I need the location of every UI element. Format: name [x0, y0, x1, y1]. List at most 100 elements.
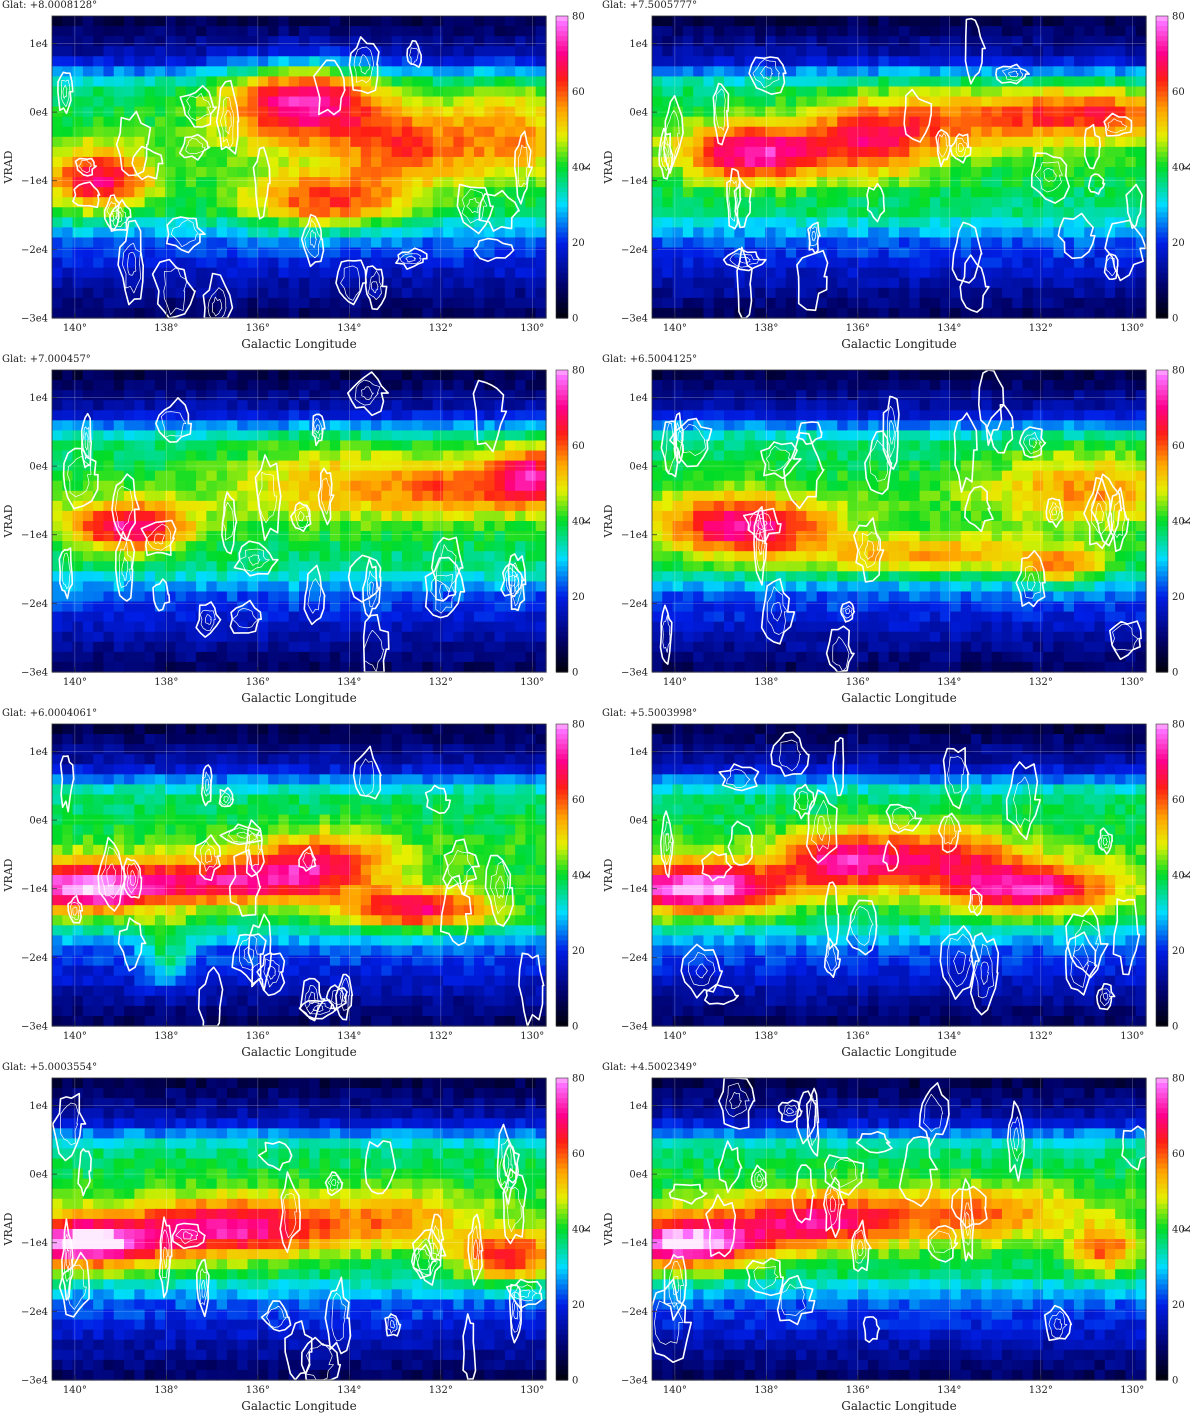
heatmap-cell: [1074, 167, 1085, 178]
heatmap-cell: [350, 491, 361, 502]
heatmap-cell: [776, 298, 787, 309]
heatmap-cell: [320, 76, 331, 87]
heatmap-cell: [505, 278, 516, 289]
heatmap-cell: [412, 370, 423, 381]
heatmap-cell: [83, 642, 94, 653]
heatmap-cell: [889, 258, 900, 269]
heatmap-cell: [289, 288, 300, 299]
heatmap-cell: [165, 16, 176, 27]
heatmap-cell: [1012, 227, 1023, 238]
heatmap-cell: [330, 370, 341, 381]
heatmap-cell: [734, 288, 745, 299]
heatmap-cell: [206, 501, 217, 512]
heatmap-cell: [703, 76, 714, 87]
heatmap-cell: [868, 400, 879, 411]
heatmap-cell: [423, 511, 434, 522]
heatmap-cell: [350, 541, 361, 552]
heatmap-cell: [73, 86, 84, 97]
heatmap-cell: [165, 632, 176, 643]
heatmap-cell: [755, 288, 766, 299]
heatmap-cell: [703, 86, 714, 97]
heatmap-cell: [237, 591, 248, 602]
heatmap-cell: [124, 420, 135, 431]
heatmap-cell: [392, 177, 403, 188]
heatmap-cell: [381, 66, 392, 77]
heatmap-cell: [745, 227, 756, 238]
colorbar-segment: [556, 425, 568, 431]
heatmap-cell: [484, 117, 495, 128]
heatmap-cell: [786, 217, 797, 228]
heatmap-cell: [464, 451, 475, 462]
heatmap-cell: [237, 612, 248, 623]
heatmap-cell: [1064, 56, 1075, 67]
heatmap-cell: [827, 197, 838, 208]
heatmap-cell: [443, 308, 454, 319]
heatmap-cell: [350, 561, 361, 572]
heatmap-cell: [402, 541, 413, 552]
heatmap-cell: [1023, 298, 1034, 309]
heatmap-cell: [350, 97, 361, 108]
heatmap-cell: [309, 46, 320, 57]
heatmap-cell: [714, 268, 725, 279]
heatmap-cell: [145, 571, 156, 582]
heatmap-cell: [320, 46, 331, 57]
heatmap-cell: [495, 207, 506, 218]
heatmap-cell: [412, 380, 423, 391]
colorbar-segment: [556, 420, 568, 426]
heatmap-cell: [453, 622, 464, 633]
heatmap-cell: [1002, 117, 1013, 128]
heatmap-cell: [402, 227, 413, 238]
heatmap-cell: [206, 400, 217, 411]
heatmap-cell: [309, 652, 320, 663]
heatmap-cell: [258, 370, 269, 381]
heatmap-cell: [217, 167, 228, 178]
heatmap-cell: [412, 217, 423, 228]
heatmap-cell: [248, 66, 259, 77]
heatmap-cell: [755, 308, 766, 319]
heatmap-cell: [755, 127, 766, 138]
heatmap-cell: [361, 97, 372, 108]
heatmap-cell: [278, 612, 289, 623]
heatmap-cell: [495, 36, 506, 47]
heatmap-cell: [320, 157, 331, 168]
heatmap-cell: [155, 561, 166, 572]
colorbar-segment: [556, 662, 568, 668]
heatmap-cell: [237, 157, 248, 168]
heatmap-cell: [299, 26, 310, 37]
heatmap-cell: [371, 137, 382, 148]
heatmap-cell: [412, 622, 423, 633]
heatmap-cell: [909, 298, 920, 309]
heatmap-cell: [971, 167, 982, 178]
heatmap-cell: [155, 612, 166, 623]
heatmap-cell: [83, 298, 94, 309]
heatmap-cell: [1043, 16, 1054, 27]
heatmap-cell: [289, 258, 300, 269]
heatmap-cell: [134, 541, 145, 552]
heatmap-cell: [734, 278, 745, 289]
heatmap-cell: [1043, 137, 1054, 148]
heatmap-cell: [381, 117, 392, 128]
heatmap-cell: [745, 157, 756, 168]
heatmap-cell: [724, 278, 735, 289]
heatmap-cell: [299, 380, 310, 391]
heatmap-cell: [165, 36, 176, 47]
heatmap-cell: [515, 481, 526, 492]
colorbar-segment: [556, 258, 568, 264]
heatmap-cell: [289, 642, 300, 653]
heatmap-cell: [93, 127, 104, 138]
heatmap-cell: [930, 56, 941, 67]
heatmap-cell: [515, 86, 526, 97]
heatmap-cell: [145, 622, 156, 633]
heatmap-cell: [93, 662, 104, 673]
heatmap-cell: [765, 187, 776, 198]
heatmap-cell: [703, 137, 714, 148]
heatmap-cell: [525, 298, 536, 309]
heatmap-cell: [278, 258, 289, 269]
heatmap-cell: [909, 258, 920, 269]
heatmap-cell: [52, 471, 63, 482]
heatmap-cell: [703, 177, 714, 188]
heatmap-cell: [484, 46, 495, 57]
colorbar-segment: [1156, 76, 1168, 82]
heatmap-cell: [484, 370, 495, 381]
colorbar-segment: [556, 66, 568, 72]
